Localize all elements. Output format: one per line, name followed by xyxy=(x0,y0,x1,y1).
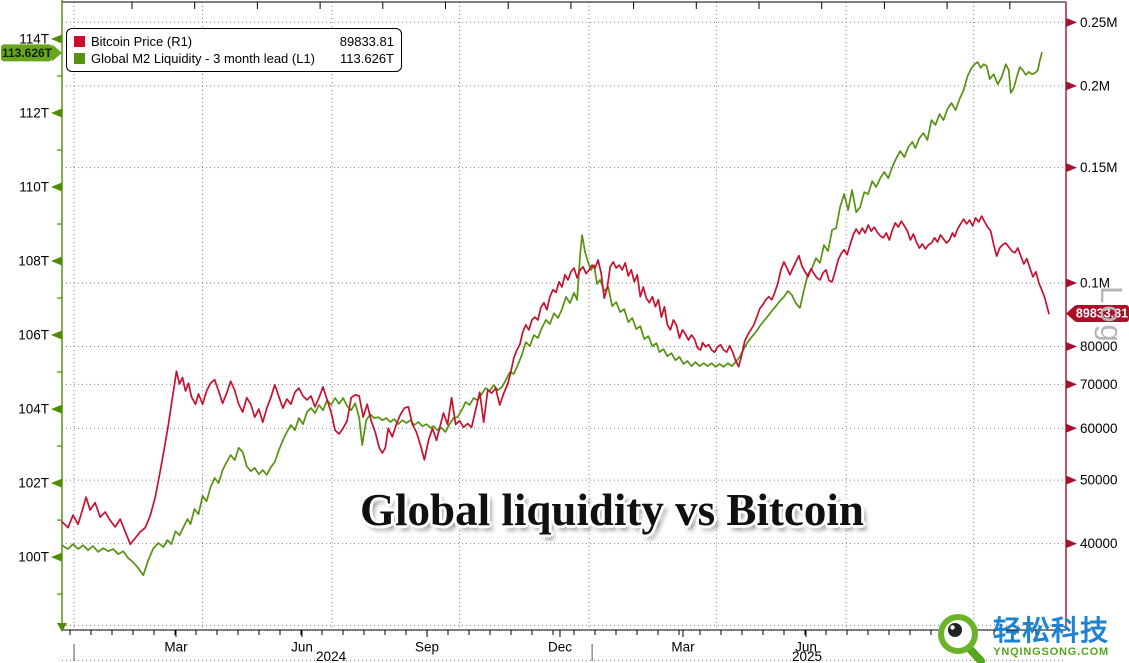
right-axis-tick-label: 80000 xyxy=(1080,339,1118,354)
right-axis-tick-label: 0.1M xyxy=(1080,275,1110,290)
month-label: Dec xyxy=(548,640,572,655)
left-axis-tick-label: 114T xyxy=(19,32,49,47)
right-axis-tick-label: 50000 xyxy=(1080,473,1118,488)
m2-liquidity-line xyxy=(61,51,1043,577)
left-axis-tick-label: 112T xyxy=(19,106,49,121)
right-axis-tick-label: 0.25M xyxy=(1080,15,1118,30)
month-label: Mar xyxy=(671,640,695,655)
left-axis-tick-label: 102T xyxy=(18,476,49,491)
watermark: 轻松科技 YNQINGSONG.COM xyxy=(936,611,1109,663)
legend-item-m2: Global M2 Liquidity - 3 month lead (L1) … xyxy=(74,52,394,65)
left-axis-tick-label: 110T xyxy=(19,180,49,195)
left-axis-tick-label: 106T xyxy=(18,328,49,343)
legend-value-bitcoin: 89833.81 xyxy=(339,34,394,50)
left-axis-tick-label: 100T xyxy=(18,550,49,565)
gridlines xyxy=(62,2,1066,661)
svg-text:89833.81: 89833.81 xyxy=(1076,306,1128,320)
right-axis-tick-label: 40000 xyxy=(1080,536,1118,551)
right-axis-tick-label: 0.2M xyxy=(1080,78,1110,93)
m2-series-swatch-icon xyxy=(74,52,85,64)
left-axis-tick-label: 104T xyxy=(18,402,49,417)
year-label: 2024 xyxy=(316,649,347,663)
bitcoin-series-swatch-icon xyxy=(74,36,85,48)
bitcoin-price-line xyxy=(61,215,1050,546)
month-label: Mar xyxy=(164,640,188,655)
legend-label-bitcoin: Bitcoin Price (R1) xyxy=(91,34,193,50)
brand-name-cn: 轻松科技 xyxy=(993,614,1110,646)
right-axis: 0.25M 0.2M 0.15M 0.1M 80000 70000 60000 50000 40… xyxy=(1065,2,1118,630)
brand-site-url: YNQINGSONG.COM xyxy=(993,645,1110,658)
log-scale-label: Log xyxy=(1094,286,1129,344)
brand-magnifier-eye-icon xyxy=(938,614,985,663)
plot-frame xyxy=(62,1,1066,635)
right-axis-tick-label: 0.15M xyxy=(1080,160,1118,175)
svg-text:113.626T: 113.626T xyxy=(2,46,53,60)
month-label: Sep xyxy=(415,640,439,655)
year-label: 2025 xyxy=(792,649,822,663)
legend-item-bitcoin: Bitcoin Price (R1) 89833.81 xyxy=(74,35,394,48)
left-axis-tick-label: 108T xyxy=(18,254,49,269)
chart-title: Global liquidity vs Bitcoin xyxy=(360,485,864,535)
right-axis-tick-label: 60000 xyxy=(1080,421,1118,436)
legend-box: Bitcoin Price (R1) 89833.81 Global M2 Li… xyxy=(66,28,402,72)
month-label: Jun xyxy=(795,640,817,655)
legend-label-m2: Global M2 Liquidity - 3 month lead (L1) xyxy=(91,50,316,66)
left-axis: 114T 112T 110T 108T 106T 104T 102T 100T xyxy=(18,0,67,632)
legend-value-m2: 113.626T xyxy=(340,50,394,66)
right-axis-tick-label: 70000 xyxy=(1080,377,1118,392)
month-label: Jun xyxy=(291,640,313,655)
bitcoin-last-price-badge: 89833.81 xyxy=(1066,304,1129,322)
m2-last-value-badge: 113.626T xyxy=(1,44,62,62)
